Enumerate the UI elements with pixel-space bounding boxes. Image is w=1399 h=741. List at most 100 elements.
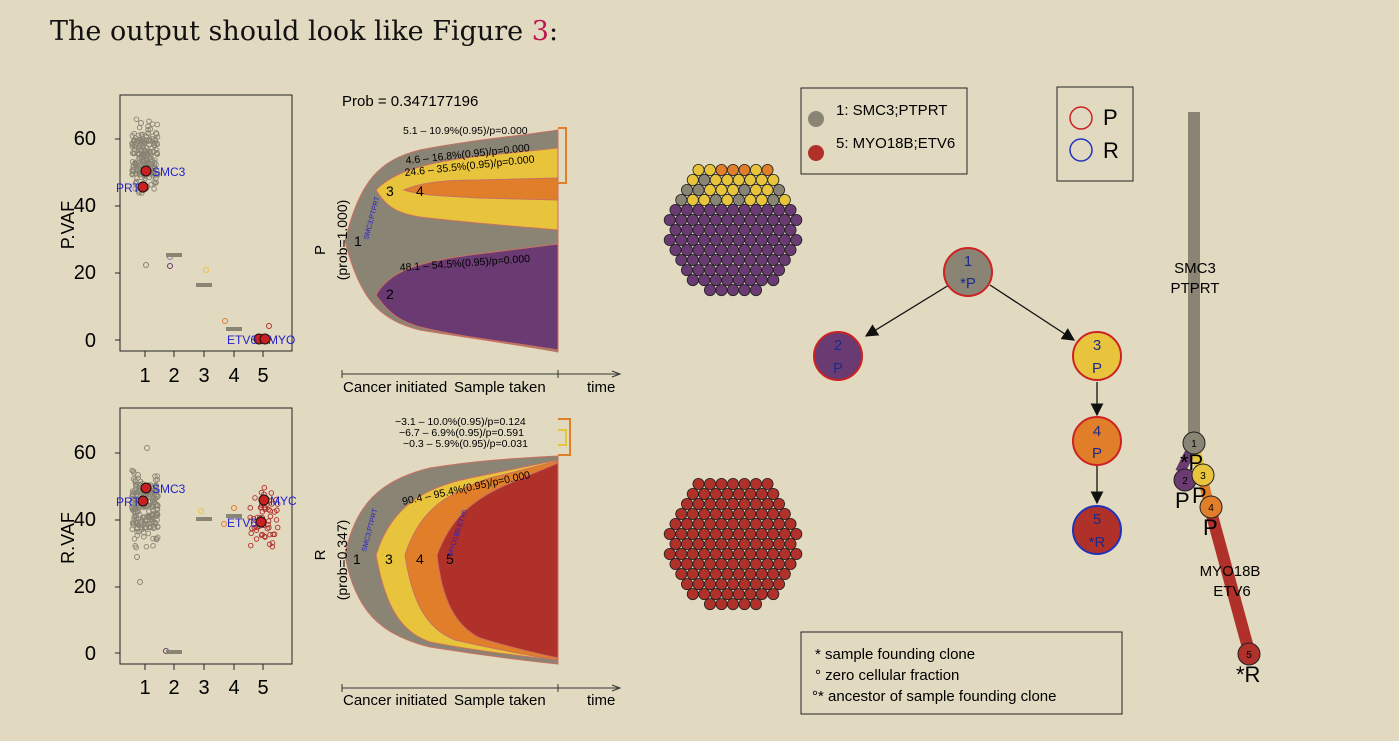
xtick-label: 5 xyxy=(257,365,268,387)
cell xyxy=(681,243,694,256)
cell xyxy=(692,183,705,196)
cell xyxy=(709,568,722,581)
scatter-point xyxy=(130,169,136,175)
cell-population-P xyxy=(663,163,803,297)
cell xyxy=(727,558,740,571)
clone-label: 1 xyxy=(354,233,362,249)
cell xyxy=(669,223,682,236)
scatter-point xyxy=(143,543,150,550)
scatter-point xyxy=(132,185,138,192)
cell xyxy=(755,487,768,500)
probability-title: Prob = 0.347177196 xyxy=(342,93,478,110)
clone-label: 3 xyxy=(385,551,393,567)
clone-5-area xyxy=(436,462,559,659)
cell xyxy=(727,183,740,196)
cell xyxy=(698,213,711,226)
xtick-label: 5 xyxy=(257,677,268,699)
cell xyxy=(732,487,745,500)
cell xyxy=(755,507,768,520)
legend-swatch xyxy=(808,145,824,161)
scatter-point xyxy=(141,138,147,145)
cell xyxy=(698,588,711,601)
fishplot-bottom: −3.1 – 10.0%(0.95)/p=0.124 −6.7 – 6.9%(0… xyxy=(312,416,622,709)
cell xyxy=(698,173,711,186)
cell xyxy=(709,588,722,601)
cell xyxy=(698,507,711,520)
cell xyxy=(732,213,745,226)
cell xyxy=(767,253,780,266)
scatter-point xyxy=(141,153,148,159)
cell xyxy=(692,578,705,591)
tree-node-1: 1 *P xyxy=(943,247,993,297)
cell xyxy=(686,487,699,500)
cell xyxy=(732,528,745,541)
cell xyxy=(790,233,803,246)
scatter-point xyxy=(259,509,266,515)
cell xyxy=(692,223,705,236)
cell xyxy=(727,538,740,551)
cell xyxy=(744,588,757,601)
figure-reference-link[interactable]: 3 xyxy=(531,16,549,47)
scatter-point xyxy=(135,481,141,488)
cell xyxy=(744,173,757,186)
cell xyxy=(715,223,728,236)
gene-label: PRT xyxy=(116,181,140,195)
scatter-point xyxy=(247,514,253,521)
scatter-point xyxy=(153,535,159,542)
cell xyxy=(715,558,728,571)
cell xyxy=(761,203,774,216)
cell xyxy=(767,588,780,601)
scatter-point xyxy=(270,531,276,538)
svg-text:4: 4 xyxy=(1093,423,1101,440)
scatter-point xyxy=(151,186,157,192)
branch-node: 1 xyxy=(1191,439,1197,450)
time-axis-end: time xyxy=(587,379,615,396)
scatter-point xyxy=(249,525,255,532)
scatter-point xyxy=(133,506,139,512)
xtick-label: 1 xyxy=(139,677,150,699)
svg-text:2: 2 xyxy=(834,337,842,354)
cell xyxy=(681,183,694,196)
cell xyxy=(778,193,791,206)
scatter-point xyxy=(258,532,265,539)
cell xyxy=(750,518,763,531)
cell xyxy=(686,213,699,226)
annotation: 5.1 – 10.9%(0.95)/p=0.000 xyxy=(403,125,528,137)
cell xyxy=(721,507,734,520)
scatter-point xyxy=(150,507,157,514)
scatter-point xyxy=(154,121,161,128)
cell xyxy=(675,213,688,226)
cell xyxy=(698,568,711,581)
scatter-point xyxy=(135,138,142,144)
cell xyxy=(744,507,757,520)
cell xyxy=(778,507,791,520)
scatter-point xyxy=(149,135,156,142)
ytick-label: 0 xyxy=(85,643,96,665)
scatter-point xyxy=(130,468,137,474)
cell xyxy=(692,243,705,256)
scatter-point xyxy=(135,132,142,138)
cell xyxy=(704,477,717,490)
cell xyxy=(704,243,717,256)
cell xyxy=(709,274,722,287)
scatter-point xyxy=(149,159,155,165)
cell xyxy=(709,213,722,226)
cell xyxy=(675,253,688,266)
cell xyxy=(761,477,774,490)
cell xyxy=(698,193,711,206)
cell xyxy=(692,558,705,571)
scatter-point xyxy=(142,517,148,524)
cell xyxy=(692,497,705,510)
cell xyxy=(704,598,717,611)
cell xyxy=(738,203,751,216)
tree-node-3: 3 P xyxy=(1072,331,1122,381)
cell xyxy=(692,264,705,277)
cell xyxy=(663,548,676,561)
scatter-point xyxy=(135,157,141,164)
cell xyxy=(669,538,682,551)
cell xyxy=(721,528,734,541)
scatter-point xyxy=(129,493,135,500)
cell xyxy=(778,568,791,581)
cell xyxy=(681,264,694,277)
cell xyxy=(732,274,745,287)
